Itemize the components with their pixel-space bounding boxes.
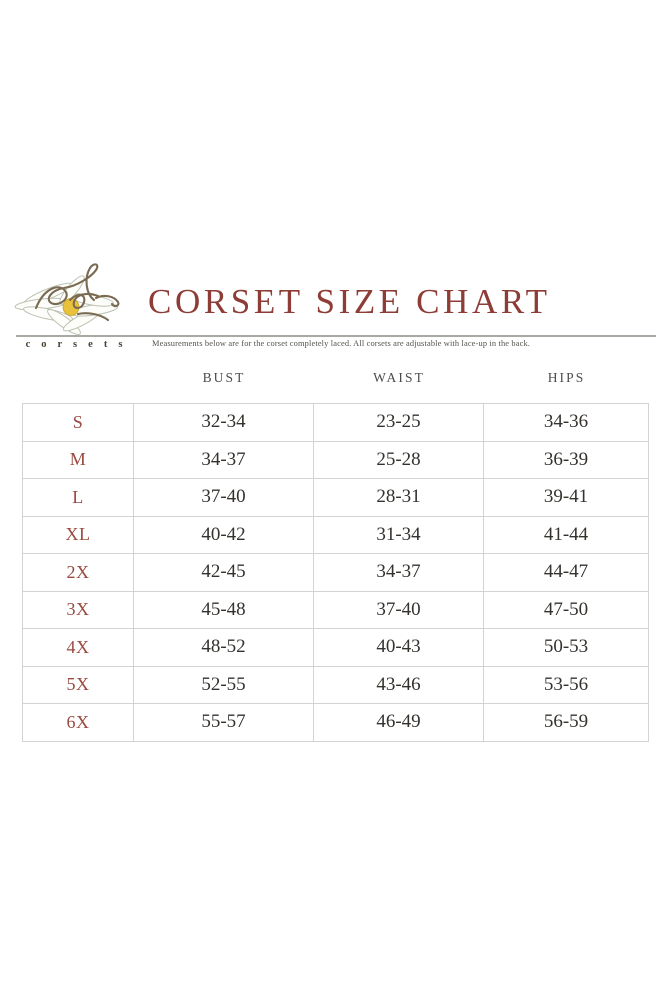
cell-bust: 45-48 xyxy=(133,590,314,629)
title-block: CORSET SIZE CHART xyxy=(148,284,658,319)
cell-waist: 23-25 xyxy=(313,403,484,442)
cell-waist: 31-34 xyxy=(313,515,484,554)
cell-hips: 47-50 xyxy=(483,590,649,629)
cell-bust: 37-40 xyxy=(133,478,314,517)
table-row: L 37-40 28-31 39-41 xyxy=(22,478,649,517)
table-row: 3X 45-48 37-40 47-50 xyxy=(22,590,649,629)
column-header-hips: HIPS xyxy=(547,370,586,385)
cell-size: 3X xyxy=(22,590,134,629)
column-header-waist: WAIST xyxy=(373,370,425,385)
cell-size: L xyxy=(22,478,134,517)
cell-hips: 56-59 xyxy=(483,703,649,742)
cell-waist: 43-46 xyxy=(313,665,484,704)
table-row: XL 40-42 31-34 41-44 xyxy=(22,515,649,554)
column-header-bust: BUST xyxy=(202,370,246,385)
chart-header: c o r s e t s CORSET SIZE CHART Measurem… xyxy=(0,258,666,362)
chart-subtitle: Measurements below are for the corset co… xyxy=(152,339,531,348)
cell-hips: 44-47 xyxy=(483,553,649,592)
cell-waist: 28-31 xyxy=(313,478,484,517)
cell-bust: 40-42 xyxy=(133,515,314,554)
table-row: 4X 48-52 40-43 50-53 xyxy=(22,628,649,667)
cell-hips: 53-56 xyxy=(483,665,649,704)
cell-size: 4X xyxy=(22,628,134,667)
cell-hips: 50-53 xyxy=(483,628,649,667)
cell-size: 5X xyxy=(22,665,134,704)
size-table: S 32-34 23-25 34-36 M 34-37 25-28 36-39 … xyxy=(22,403,649,742)
column-headers: BUST WAIST HIPS xyxy=(22,370,648,394)
cell-waist: 37-40 xyxy=(313,590,484,629)
table-row: 5X 52-55 43-46 53-56 xyxy=(22,665,649,704)
cell-size: 6X xyxy=(22,703,134,742)
cell-bust: 55-57 xyxy=(133,703,314,742)
brand-logo: c o r s e t s xyxy=(8,260,140,360)
table-row: S 32-34 23-25 34-36 xyxy=(22,403,649,442)
cell-waist: 34-37 xyxy=(313,553,484,592)
cell-size: M xyxy=(22,440,134,479)
cell-size: XL xyxy=(22,515,134,554)
size-chart: c o r s e t s CORSET SIZE CHART Measurem… xyxy=(0,258,666,748)
cell-bust: 52-55 xyxy=(133,665,314,704)
cell-bust: 42-45 xyxy=(133,553,314,592)
cell-hips: 36-39 xyxy=(483,440,649,479)
cell-hips: 34-36 xyxy=(483,403,649,442)
header-divider xyxy=(16,335,656,337)
cell-waist: 46-49 xyxy=(313,703,484,742)
brand-wordmark: c o r s e t s xyxy=(25,339,127,350)
cell-hips: 39-41 xyxy=(483,478,649,517)
table-row: 6X 55-57 46-49 56-59 xyxy=(22,703,649,742)
cell-waist: 40-43 xyxy=(313,628,484,667)
cell-waist: 25-28 xyxy=(313,440,484,479)
cell-hips: 41-44 xyxy=(483,515,649,554)
cell-size: 2X xyxy=(22,553,134,592)
page-title: CORSET SIZE CHART xyxy=(148,282,551,321)
cell-size: S xyxy=(22,403,134,442)
daisy-flower-logo-icon xyxy=(14,263,120,335)
cell-bust: 32-34 xyxy=(133,403,314,442)
cell-bust: 48-52 xyxy=(133,628,314,667)
table-row: 2X 42-45 34-37 44-47 xyxy=(22,553,649,592)
cell-bust: 34-37 xyxy=(133,440,314,479)
table-row: M 34-37 25-28 36-39 xyxy=(22,440,649,479)
